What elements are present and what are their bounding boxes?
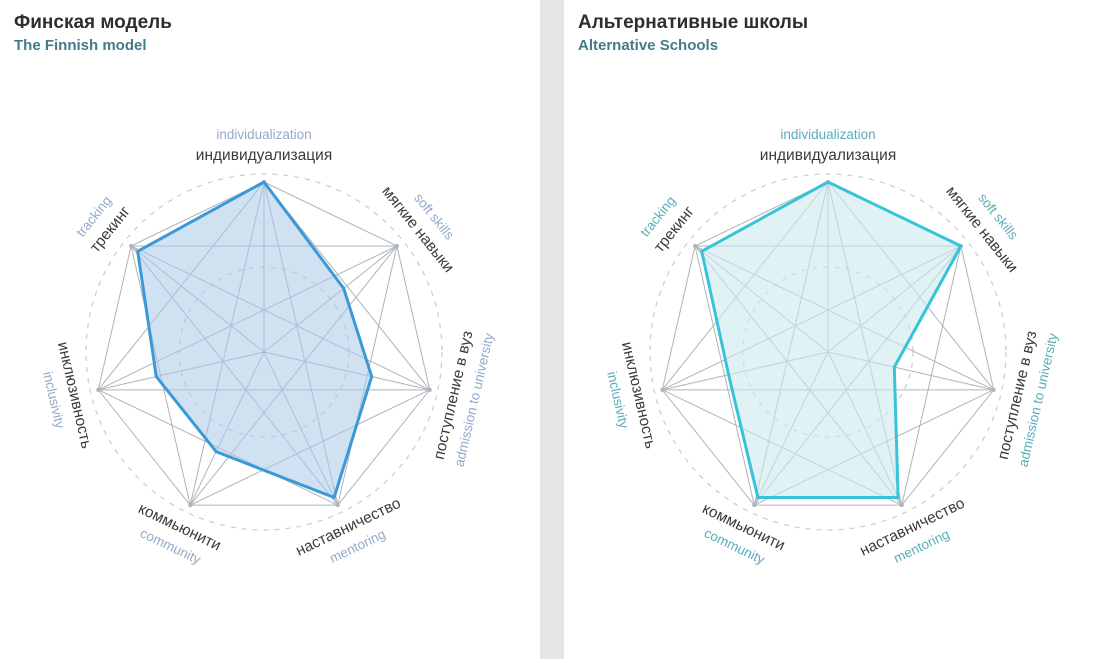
panel-header: Альтернативные школы Alternative Schools [578, 12, 808, 55]
mesh-line [337, 389, 431, 506]
mesh-vertex [188, 503, 193, 508]
mesh-vertex [752, 503, 757, 508]
mesh-line [694, 245, 755, 506]
mesh-line [97, 389, 191, 506]
mesh-vertex [427, 387, 432, 392]
panel-title: Альтернативные школы [578, 12, 809, 33]
panel-header: Финская модель The Finnish model [14, 12, 172, 55]
mesh-vertex [991, 387, 996, 392]
mesh-line [901, 245, 962, 506]
data-polygon [136, 180, 374, 499]
mesh-vertex [96, 387, 101, 392]
radar-chart-finnish: individualization индивидуализация soft sk… [0, 0, 540, 659]
panel-title: Финская модель [14, 12, 172, 33]
mesh-vertex [129, 244, 134, 249]
mesh-line [661, 389, 755, 506]
radar-svg: individualization индивидуализация soft sk… [604, 127, 1061, 567]
radar-svg: individualization индивидуализация soft sk… [40, 127, 497, 567]
data-polygon [700, 180, 963, 499]
radar-chart-alternative: individualization индивидуализация soft sk… [564, 0, 1104, 659]
axis-label: individualization индивидуализация [760, 127, 896, 164]
mesh-vertex [335, 503, 340, 508]
mesh-line [960, 245, 995, 390]
mesh-vertex [394, 244, 399, 249]
panel-subtitle: The Finnish model [14, 36, 147, 54]
panel-subtitle: Alternative Schools [578, 36, 719, 54]
mesh-vertex [693, 244, 698, 249]
panel-alternative-schools: Альтернативные школы Alternative Schools… [564, 0, 1104, 659]
mesh-line [661, 245, 696, 390]
axis-label: individualization индивидуализация [196, 127, 332, 164]
mesh-line [97, 245, 132, 390]
axis-label-ru: индивидуализация [760, 147, 896, 164]
mesh-line [901, 389, 995, 506]
axis-label-ru: индивидуализация [196, 147, 332, 164]
mesh-line [396, 245, 431, 390]
panel-finnish-model: Финская модель The Finnish model individ… [0, 0, 540, 659]
grid-ring [649, 173, 1007, 531]
mesh-vertex [899, 503, 904, 508]
axis-label-en: individualization [216, 127, 311, 142]
axis-label-en: individualization [780, 127, 875, 142]
mesh-line [263, 181, 398, 247]
mesh-vertex [660, 387, 665, 392]
grid-ring [85, 173, 443, 531]
